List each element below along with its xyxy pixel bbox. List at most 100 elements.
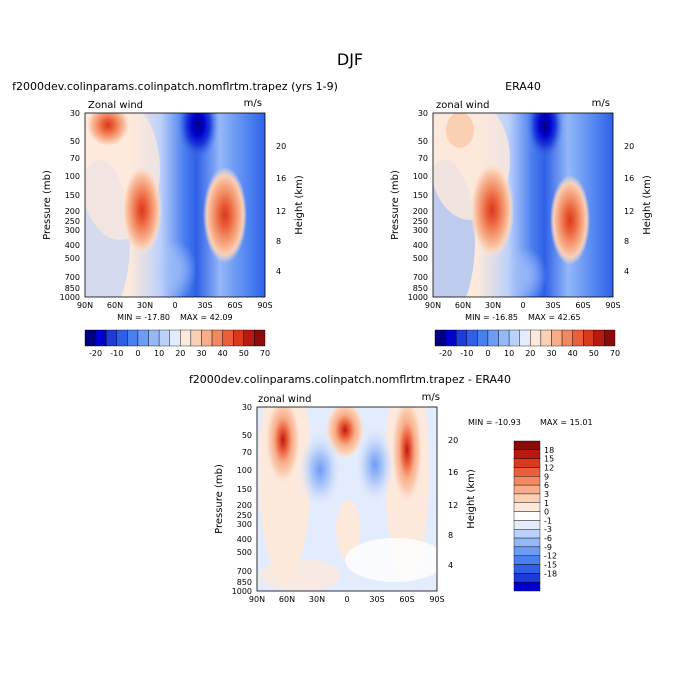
y-tick-label: 70 bbox=[418, 154, 428, 163]
panel-model-y2label: Height (km) bbox=[294, 175, 305, 235]
colorbar-label: -18 bbox=[544, 569, 557, 578]
y-tick-label: 700 bbox=[413, 273, 428, 282]
y-tick-label: 30 bbox=[70, 109, 80, 118]
colorbar-swatch bbox=[487, 329, 499, 347]
y2-tick-label: 20 bbox=[624, 142, 634, 151]
panel-reanalysis-min: MIN = -16.85 bbox=[465, 313, 518, 322]
y-tick-label: 400 bbox=[65, 241, 80, 250]
colorbar-swatch bbox=[466, 329, 478, 347]
colorbar-swatch bbox=[513, 573, 541, 583]
colorbar-label: 0 bbox=[544, 508, 549, 517]
colorbar-label: 3 bbox=[544, 490, 549, 499]
colorbar-label: 0 bbox=[135, 349, 140, 358]
colorbar-swatch bbox=[604, 329, 616, 347]
y-tick-label: 70 bbox=[242, 448, 252, 457]
colorbar-swatch bbox=[513, 449, 541, 459]
colorbar-label: -6 bbox=[544, 534, 552, 543]
y2-tick-label: 8 bbox=[624, 237, 629, 246]
colorbar-label: -3 bbox=[544, 525, 552, 534]
colorbar-swatch bbox=[593, 329, 605, 347]
colorbar-swatch bbox=[95, 329, 107, 347]
y-tick-label: 150 bbox=[65, 191, 80, 200]
colorbar-label: -10 bbox=[110, 349, 123, 358]
y-tick-label: 200 bbox=[65, 207, 80, 216]
panel-reanalysis-y-ticks: 30 50 70 100 150 200 250 300 400 500 700… bbox=[408, 109, 428, 302]
panel-reanalysis: ERA40 zonal wind m/s 90N 60N 30N 0 30S 6… bbox=[390, 80, 653, 358]
x-tick-label: 30S bbox=[545, 301, 560, 310]
panel-difference-x-ticks: 90N 60N 30N 0 30S 60S 90S bbox=[249, 595, 445, 604]
colorbar-swatch bbox=[513, 458, 541, 468]
y-tick-label: 30 bbox=[418, 109, 428, 118]
colorbar-label: 0 bbox=[485, 349, 490, 358]
colorbar-swatch bbox=[477, 329, 489, 347]
y-tick-label: 250 bbox=[413, 217, 428, 226]
colorbar-swatch bbox=[84, 329, 96, 347]
colorbar-swatch bbox=[513, 555, 541, 565]
x-tick-label: 90N bbox=[425, 301, 441, 310]
panel-model-units: m/s bbox=[244, 98, 262, 109]
y-tick-label: 1000 bbox=[60, 293, 80, 302]
colorbar-swatch bbox=[211, 329, 223, 347]
colorbar-label: -1 bbox=[544, 516, 552, 525]
y-tick-label: 100 bbox=[237, 466, 252, 475]
x-tick-label: 60S bbox=[227, 301, 242, 310]
y-tick-label: 30 bbox=[242, 403, 252, 412]
colorbar-swatch bbox=[513, 440, 541, 451]
colorbar-swatch bbox=[127, 329, 139, 347]
colorbar-label: 40 bbox=[218, 349, 228, 358]
y-tick-label: 250 bbox=[237, 511, 252, 520]
colorbar-swatch bbox=[148, 329, 160, 347]
y-tick-label: 500 bbox=[413, 254, 428, 263]
colorbar-label: 6 bbox=[544, 481, 549, 490]
y-tick-label: 50 bbox=[70, 137, 80, 146]
colorbar-label: 20 bbox=[525, 349, 535, 358]
colorbar-swatch bbox=[551, 329, 563, 347]
panel-model-ylabel: Pressure (mb) bbox=[42, 170, 53, 240]
y2-tick-label: 20 bbox=[276, 142, 286, 151]
y2-tick-label: 4 bbox=[624, 267, 629, 276]
y-tick-label: 500 bbox=[65, 254, 80, 263]
y-tick-label: 300 bbox=[413, 226, 428, 235]
y-tick-label: 850 bbox=[65, 284, 80, 293]
panel-reanalysis-title: ERA40 bbox=[505, 80, 541, 93]
y2-tick-label: 20 bbox=[448, 436, 458, 445]
colorbar-swatch bbox=[434, 329, 446, 347]
colorbar-label: 30 bbox=[546, 349, 556, 358]
x-tick-label: 60N bbox=[279, 595, 295, 604]
y-tick-label: 400 bbox=[237, 535, 252, 544]
panel-difference-y2-ticks: 20 16 12 8 4 bbox=[448, 436, 458, 570]
colorbar-swatch bbox=[498, 329, 510, 347]
y-tick-label: 50 bbox=[242, 431, 252, 440]
x-tick-label: 90S bbox=[429, 595, 444, 604]
y2-tick-label: 8 bbox=[448, 531, 453, 540]
panel-model-y-ticks: 30 50 70 100 150 200 250 300 400 500 700… bbox=[60, 109, 80, 302]
colorbar-label: -9 bbox=[544, 543, 552, 552]
y-tick-label: 300 bbox=[65, 226, 80, 235]
colorbar-swatch bbox=[513, 581, 541, 592]
colorbar-swatch bbox=[519, 329, 531, 347]
x-tick-label: 60N bbox=[107, 301, 123, 310]
colorbar-swatch bbox=[513, 502, 541, 512]
colorbar-label: 10 bbox=[154, 349, 164, 358]
colorbar-label: 70 bbox=[610, 349, 620, 358]
y2-tick-label: 12 bbox=[624, 207, 634, 216]
y-tick-label: 400 bbox=[413, 241, 428, 250]
panel-difference-min: MIN = -10.93 bbox=[468, 418, 521, 427]
colorbar-swatch bbox=[508, 329, 520, 347]
y2-tick-label: 12 bbox=[448, 501, 458, 510]
x-tick-label: 0 bbox=[520, 301, 525, 310]
colorbar-label: -10 bbox=[460, 349, 473, 358]
colorbar-swatch bbox=[201, 329, 213, 347]
y-tick-label: 70 bbox=[70, 154, 80, 163]
panel-reanalysis-ylabel: Pressure (mb) bbox=[390, 170, 401, 240]
panel-model-max: MAX = 42.09 bbox=[180, 313, 233, 322]
panel-reanalysis-x-ticks: 90N 60N 30N 0 30S 60S 90S bbox=[425, 301, 621, 310]
y-tick-label: 200 bbox=[237, 501, 252, 510]
x-tick-label: 60S bbox=[575, 301, 590, 310]
colorbar-label: 30 bbox=[196, 349, 206, 358]
colorbar-swatch bbox=[530, 329, 542, 347]
page-title: DJF bbox=[337, 50, 363, 69]
x-tick-label: 30S bbox=[369, 595, 384, 604]
colorbar-label: -20 bbox=[89, 349, 102, 358]
